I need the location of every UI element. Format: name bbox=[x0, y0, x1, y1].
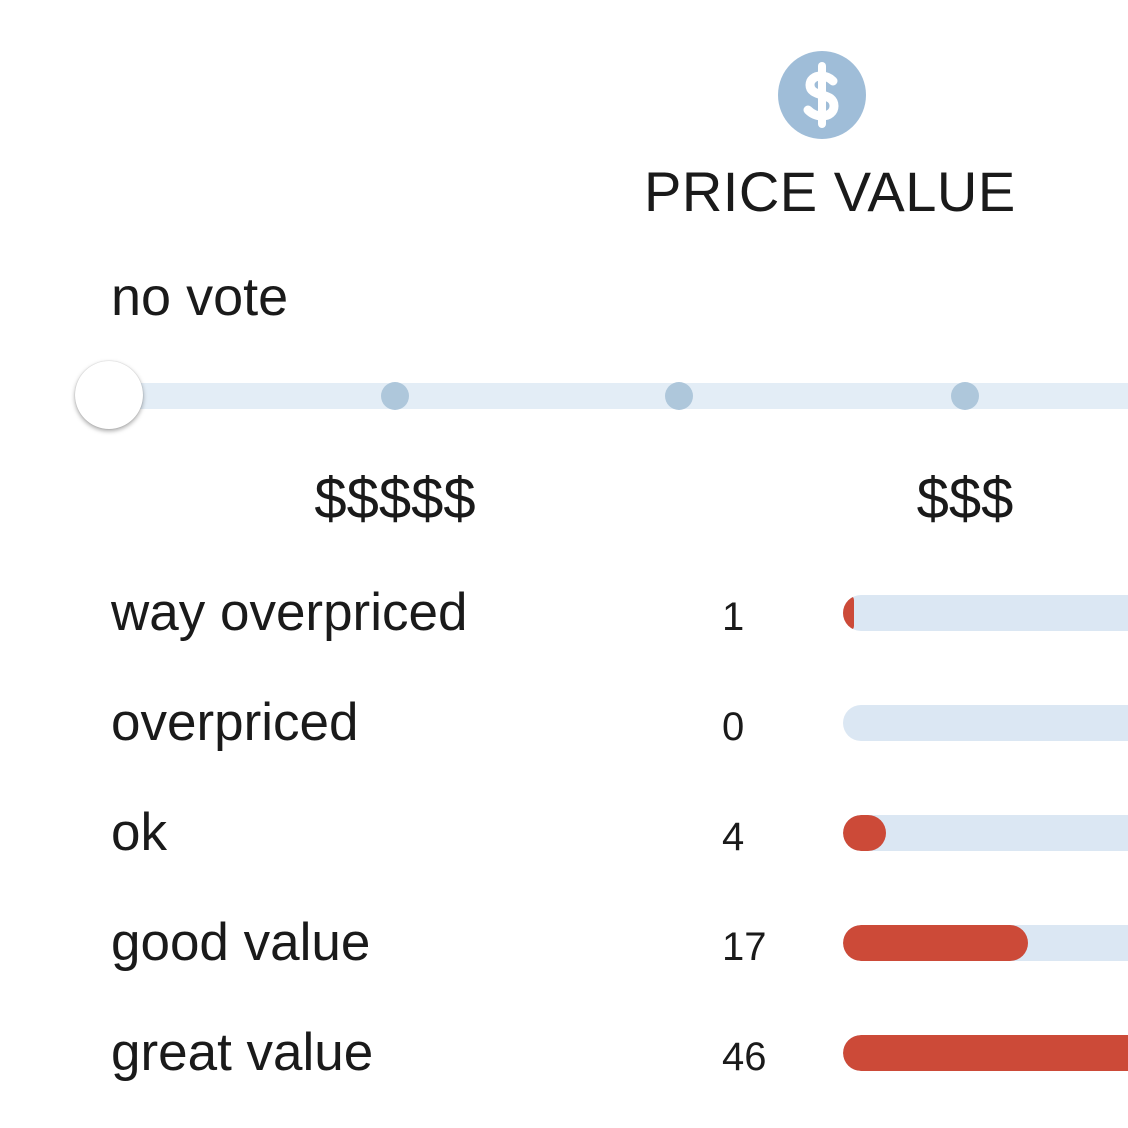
breakdown-row: ok 4 bbox=[0, 802, 1128, 872]
slider-stop[interactable] bbox=[665, 382, 693, 410]
bar-fill bbox=[843, 595, 854, 631]
breakdown-row: way overpriced 1 bbox=[0, 582, 1128, 652]
bar-track bbox=[843, 595, 1128, 631]
slider-thumb[interactable] bbox=[75, 361, 143, 429]
dollar-icon bbox=[778, 51, 866, 139]
row-count: 17 bbox=[722, 925, 767, 969]
bar-fill bbox=[843, 925, 1028, 961]
row-label: way overpriced bbox=[111, 583, 468, 642]
tick-label-three-dollars: $$$ bbox=[916, 466, 1014, 531]
section-title: PRICE VALUE bbox=[644, 160, 1016, 223]
breakdown-row: good value 17 bbox=[0, 912, 1128, 982]
bar-track bbox=[843, 925, 1128, 961]
row-count: 46 bbox=[722, 1035, 767, 1079]
vote-status-label: no vote bbox=[111, 267, 289, 327]
row-count: 0 bbox=[722, 705, 745, 749]
bar-track bbox=[843, 705, 1128, 741]
row-label: great value bbox=[111, 1023, 374, 1082]
row-label: good value bbox=[111, 913, 371, 972]
bar-fill bbox=[843, 815, 886, 851]
bar-track bbox=[843, 815, 1128, 851]
row-label: overpriced bbox=[111, 693, 359, 752]
breakdown-row: great value 46 bbox=[0, 1022, 1128, 1092]
bar-track bbox=[843, 1035, 1128, 1071]
tick-label-five-dollars: $$$$$ bbox=[314, 466, 476, 531]
bar-fill bbox=[843, 1035, 1128, 1071]
row-label: ok bbox=[111, 803, 167, 862]
breakdown-row: overpriced 0 bbox=[0, 692, 1128, 762]
slider-stop[interactable] bbox=[381, 382, 409, 410]
slider-stop[interactable] bbox=[951, 382, 979, 410]
row-count: 1 bbox=[722, 595, 745, 639]
row-count: 4 bbox=[722, 815, 745, 859]
